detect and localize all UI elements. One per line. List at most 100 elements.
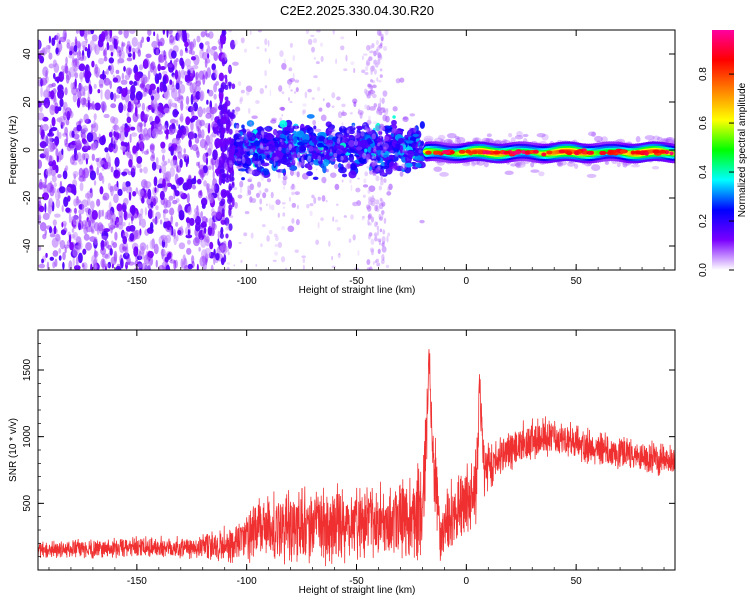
sparse-speckle	[366, 259, 371, 265]
narrow-band-envelope	[447, 139, 453, 144]
echo-band-halo	[294, 191, 300, 196]
echo-band-cell	[244, 139, 250, 147]
noise-speckle	[44, 229, 48, 236]
noise-speckle	[168, 146, 175, 152]
sparse-speckle	[241, 156, 246, 164]
noise-speckle	[192, 144, 199, 151]
noise-speckle	[162, 209, 169, 214]
echo-band-cell	[275, 150, 284, 160]
sparse-speckle	[294, 171, 297, 176]
noise-speckle	[155, 205, 159, 211]
noise-speckle	[182, 30, 187, 42]
sparse-speckle	[224, 246, 230, 253]
noise-speckle	[76, 97, 81, 109]
noise-speckle	[150, 201, 154, 208]
sparse-speckle	[307, 155, 312, 163]
noise-speckle	[162, 124, 168, 131]
sparse-speckle	[350, 61, 355, 66]
sparse-speckle	[328, 240, 331, 247]
sparse-speckle	[322, 98, 325, 102]
heatmap-x-tick-label: -50	[349, 276, 364, 287]
echo-band-halo	[375, 125, 380, 132]
sparse-speckle	[386, 108, 389, 112]
sparse-speckle	[337, 253, 341, 259]
narrow-band-peak	[567, 151, 573, 156]
noise-speckle	[98, 57, 105, 65]
echo-band-edge	[225, 178, 230, 183]
sparse-speckle	[372, 121, 378, 125]
sparse-speckle	[247, 107, 251, 114]
noise-speckle	[96, 166, 99, 176]
noise-speckle	[89, 39, 95, 51]
sparse-speckle	[367, 189, 371, 194]
noise-speckle	[190, 120, 194, 132]
noise-speckle	[155, 164, 161, 170]
echo-band-edge	[227, 239, 233, 250]
sparse-speckle	[256, 46, 260, 50]
echo-band-halo	[270, 191, 274, 199]
sparse-speckle	[268, 230, 273, 235]
noise-speckle	[62, 70, 65, 79]
sparse-speckle	[302, 103, 307, 107]
echo-band-halo	[321, 176, 327, 184]
echo-band-halo	[308, 145, 314, 152]
sparse-speckle	[352, 234, 356, 241]
sparse-speckle	[370, 216, 375, 223]
echo-band-halo	[267, 150, 272, 156]
noise-speckle	[91, 123, 94, 132]
sparse-speckle	[348, 238, 352, 243]
noise-speckle	[38, 39, 41, 50]
echo-band-halo	[315, 147, 321, 154]
noise-speckle	[219, 33, 227, 44]
sparse-speckle	[366, 205, 372, 212]
noise-speckle	[211, 107, 218, 112]
noise-speckle	[94, 264, 97, 270]
sparse-speckle	[357, 177, 360, 180]
noise-speckle	[110, 91, 114, 101]
noise-speckle	[177, 70, 181, 81]
noise-speckle	[93, 222, 100, 232]
noise-speckle	[108, 35, 113, 43]
sparse-speckle	[226, 262, 231, 265]
noise-speckle	[115, 94, 120, 99]
noise-speckle	[175, 119, 179, 127]
noise-speckle	[54, 258, 58, 268]
noise-speckle	[45, 104, 49, 109]
sparse-speckle	[306, 203, 310, 209]
snr-x-tick-label: 50	[571, 576, 583, 587]
noise-speckle	[163, 217, 169, 222]
echo-band-halo	[237, 194, 243, 199]
echo-band-cell	[260, 131, 269, 139]
noise-speckle	[104, 147, 109, 153]
sparse-speckle	[371, 42, 375, 49]
echo-band-cell	[311, 134, 315, 143]
colorbar-tick-label: 0.6	[698, 116, 709, 130]
narrow-band-peak	[659, 149, 667, 154]
narrow-band-envelope	[541, 133, 549, 141]
sparse-speckle	[375, 39, 379, 46]
noise-speckle	[73, 67, 78, 72]
sparse-speckle	[331, 92, 336, 99]
noise-speckle	[63, 196, 69, 208]
sparse-speckle	[350, 184, 353, 192]
noise-speckle	[71, 228, 75, 233]
sparse-speckle	[313, 75, 318, 79]
narrow-band-peak	[586, 150, 594, 155]
colorbar-tick-label: 0.8	[698, 67, 709, 81]
noise-speckle	[60, 229, 67, 236]
echo-band-cell	[419, 121, 425, 129]
noise-speckle	[77, 220, 84, 230]
echo-band-cell	[282, 126, 291, 131]
sparse-speckle	[261, 132, 264, 139]
noise-speckle	[54, 76, 61, 82]
noise-speckle	[198, 246, 201, 252]
noise-speckle	[64, 186, 72, 193]
sparse-speckle	[380, 107, 386, 110]
echo-band-cell	[329, 145, 334, 153]
noise-speckle	[90, 225, 94, 233]
echo-band-cell	[261, 162, 270, 167]
noise-speckle	[145, 53, 152, 59]
sparse-speckle	[293, 184, 296, 191]
noise-speckle	[146, 36, 151, 43]
sparse-speckle	[377, 52, 382, 59]
